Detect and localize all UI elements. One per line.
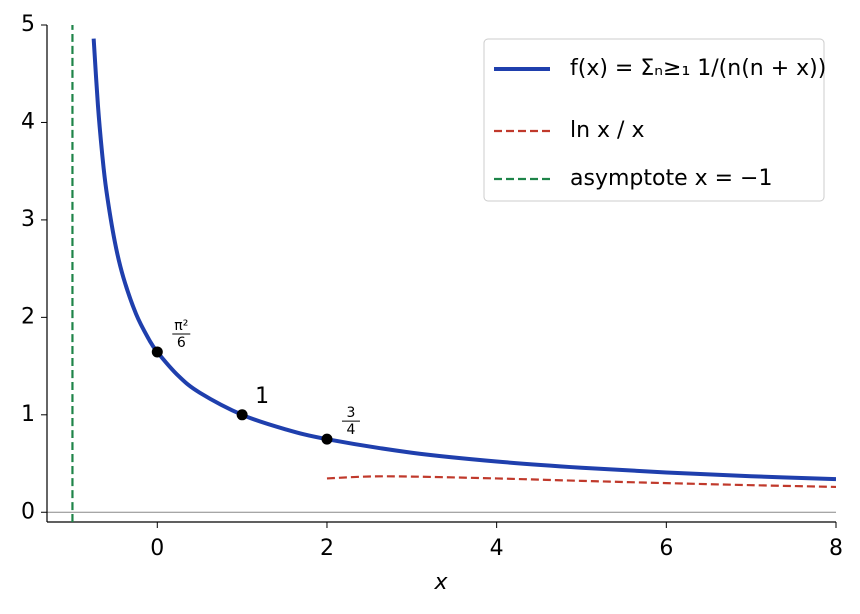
annotation-den: 4	[347, 422, 356, 438]
y-tick-label: 2	[21, 304, 35, 329]
series-line	[326, 475, 836, 489]
x-tick-label: 4	[490, 536, 504, 561]
marker	[236, 409, 248, 421]
legend-box	[483, 38, 825, 202]
y-tick-label: 0	[21, 499, 35, 524]
x-tick-label: 8	[829, 536, 843, 561]
legend-label: f(x) = Σₙ≥₁ 1/(n(n + x))	[570, 56, 826, 81]
annotation-num: 3	[347, 405, 356, 421]
annotation: 1	[255, 384, 269, 409]
annotation-num: π²	[174, 318, 188, 334]
y-tick-label: 5	[21, 12, 35, 37]
x-tick-label: 2	[320, 536, 334, 561]
y-tick-label: 4	[21, 109, 35, 134]
y-tick-label: 1	[21, 402, 35, 427]
series-line	[91, 38, 836, 482]
legend-label: ln x / x	[570, 118, 645, 143]
y-tick-label: 3	[21, 207, 35, 232]
x-tick-label: 0	[150, 536, 164, 561]
marker	[321, 433, 333, 445]
x-tick-label: 6	[659, 536, 673, 561]
marker	[151, 346, 163, 358]
annotation-den: 6	[177, 335, 186, 351]
x-axis-label: x	[433, 570, 448, 595]
legend-label: asymptote x = −1	[570, 166, 772, 191]
